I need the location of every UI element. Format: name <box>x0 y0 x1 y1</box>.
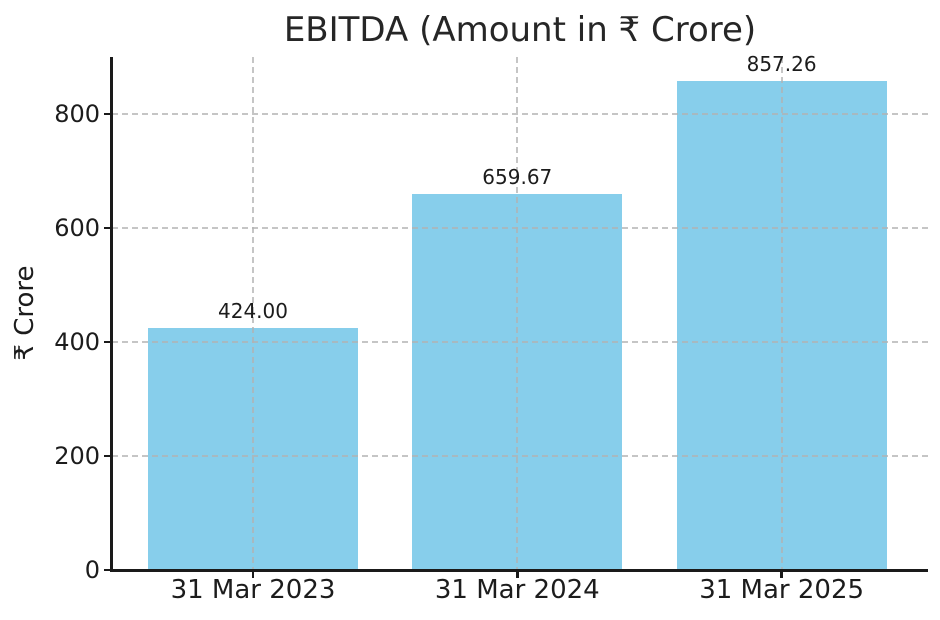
h-gridline-600 <box>112 227 928 229</box>
x-tick-2 <box>516 570 519 578</box>
y-tick-0 <box>104 568 112 572</box>
y-tick-label-600: 600 <box>54 214 100 242</box>
y-tick-600 <box>104 226 112 230</box>
h-gridline-400 <box>112 341 928 343</box>
y-tick-label-400: 400 <box>54 328 100 356</box>
y-tick-200 <box>104 454 112 458</box>
bar-value-label-2: 659.67 <box>482 164 553 189</box>
y-tick-label-800: 800 <box>54 100 100 128</box>
bar-value-label-1: 424.00 <box>218 299 288 324</box>
y-tick-400 <box>104 340 112 344</box>
y-tick-label-0: 0 <box>84 556 100 584</box>
h-gridline-200 <box>112 455 928 457</box>
v-gridline-1 <box>252 57 254 570</box>
y-axis-spine <box>110 57 113 572</box>
bar-value-label-3: 857.26 <box>746 52 817 77</box>
x-tick-label-1: 31 Mar 2023 <box>170 575 336 605</box>
x-axis-spine <box>110 569 928 572</box>
y-tick-label-200: 200 <box>54 442 100 470</box>
x-tick-label-3: 31 Mar 2025 <box>699 575 865 605</box>
v-gridline-2 <box>516 57 519 570</box>
v-gridline-3 <box>780 57 783 570</box>
x-tick-label-2: 31 Mar 2024 <box>434 575 600 605</box>
chart-title: EBITDA (Amount in ₹ Crore) <box>283 10 757 50</box>
x-tick-3 <box>780 570 783 578</box>
h-gridline-800 <box>112 113 928 115</box>
x-tick-1 <box>251 570 255 578</box>
y-tick-800 <box>104 112 112 116</box>
